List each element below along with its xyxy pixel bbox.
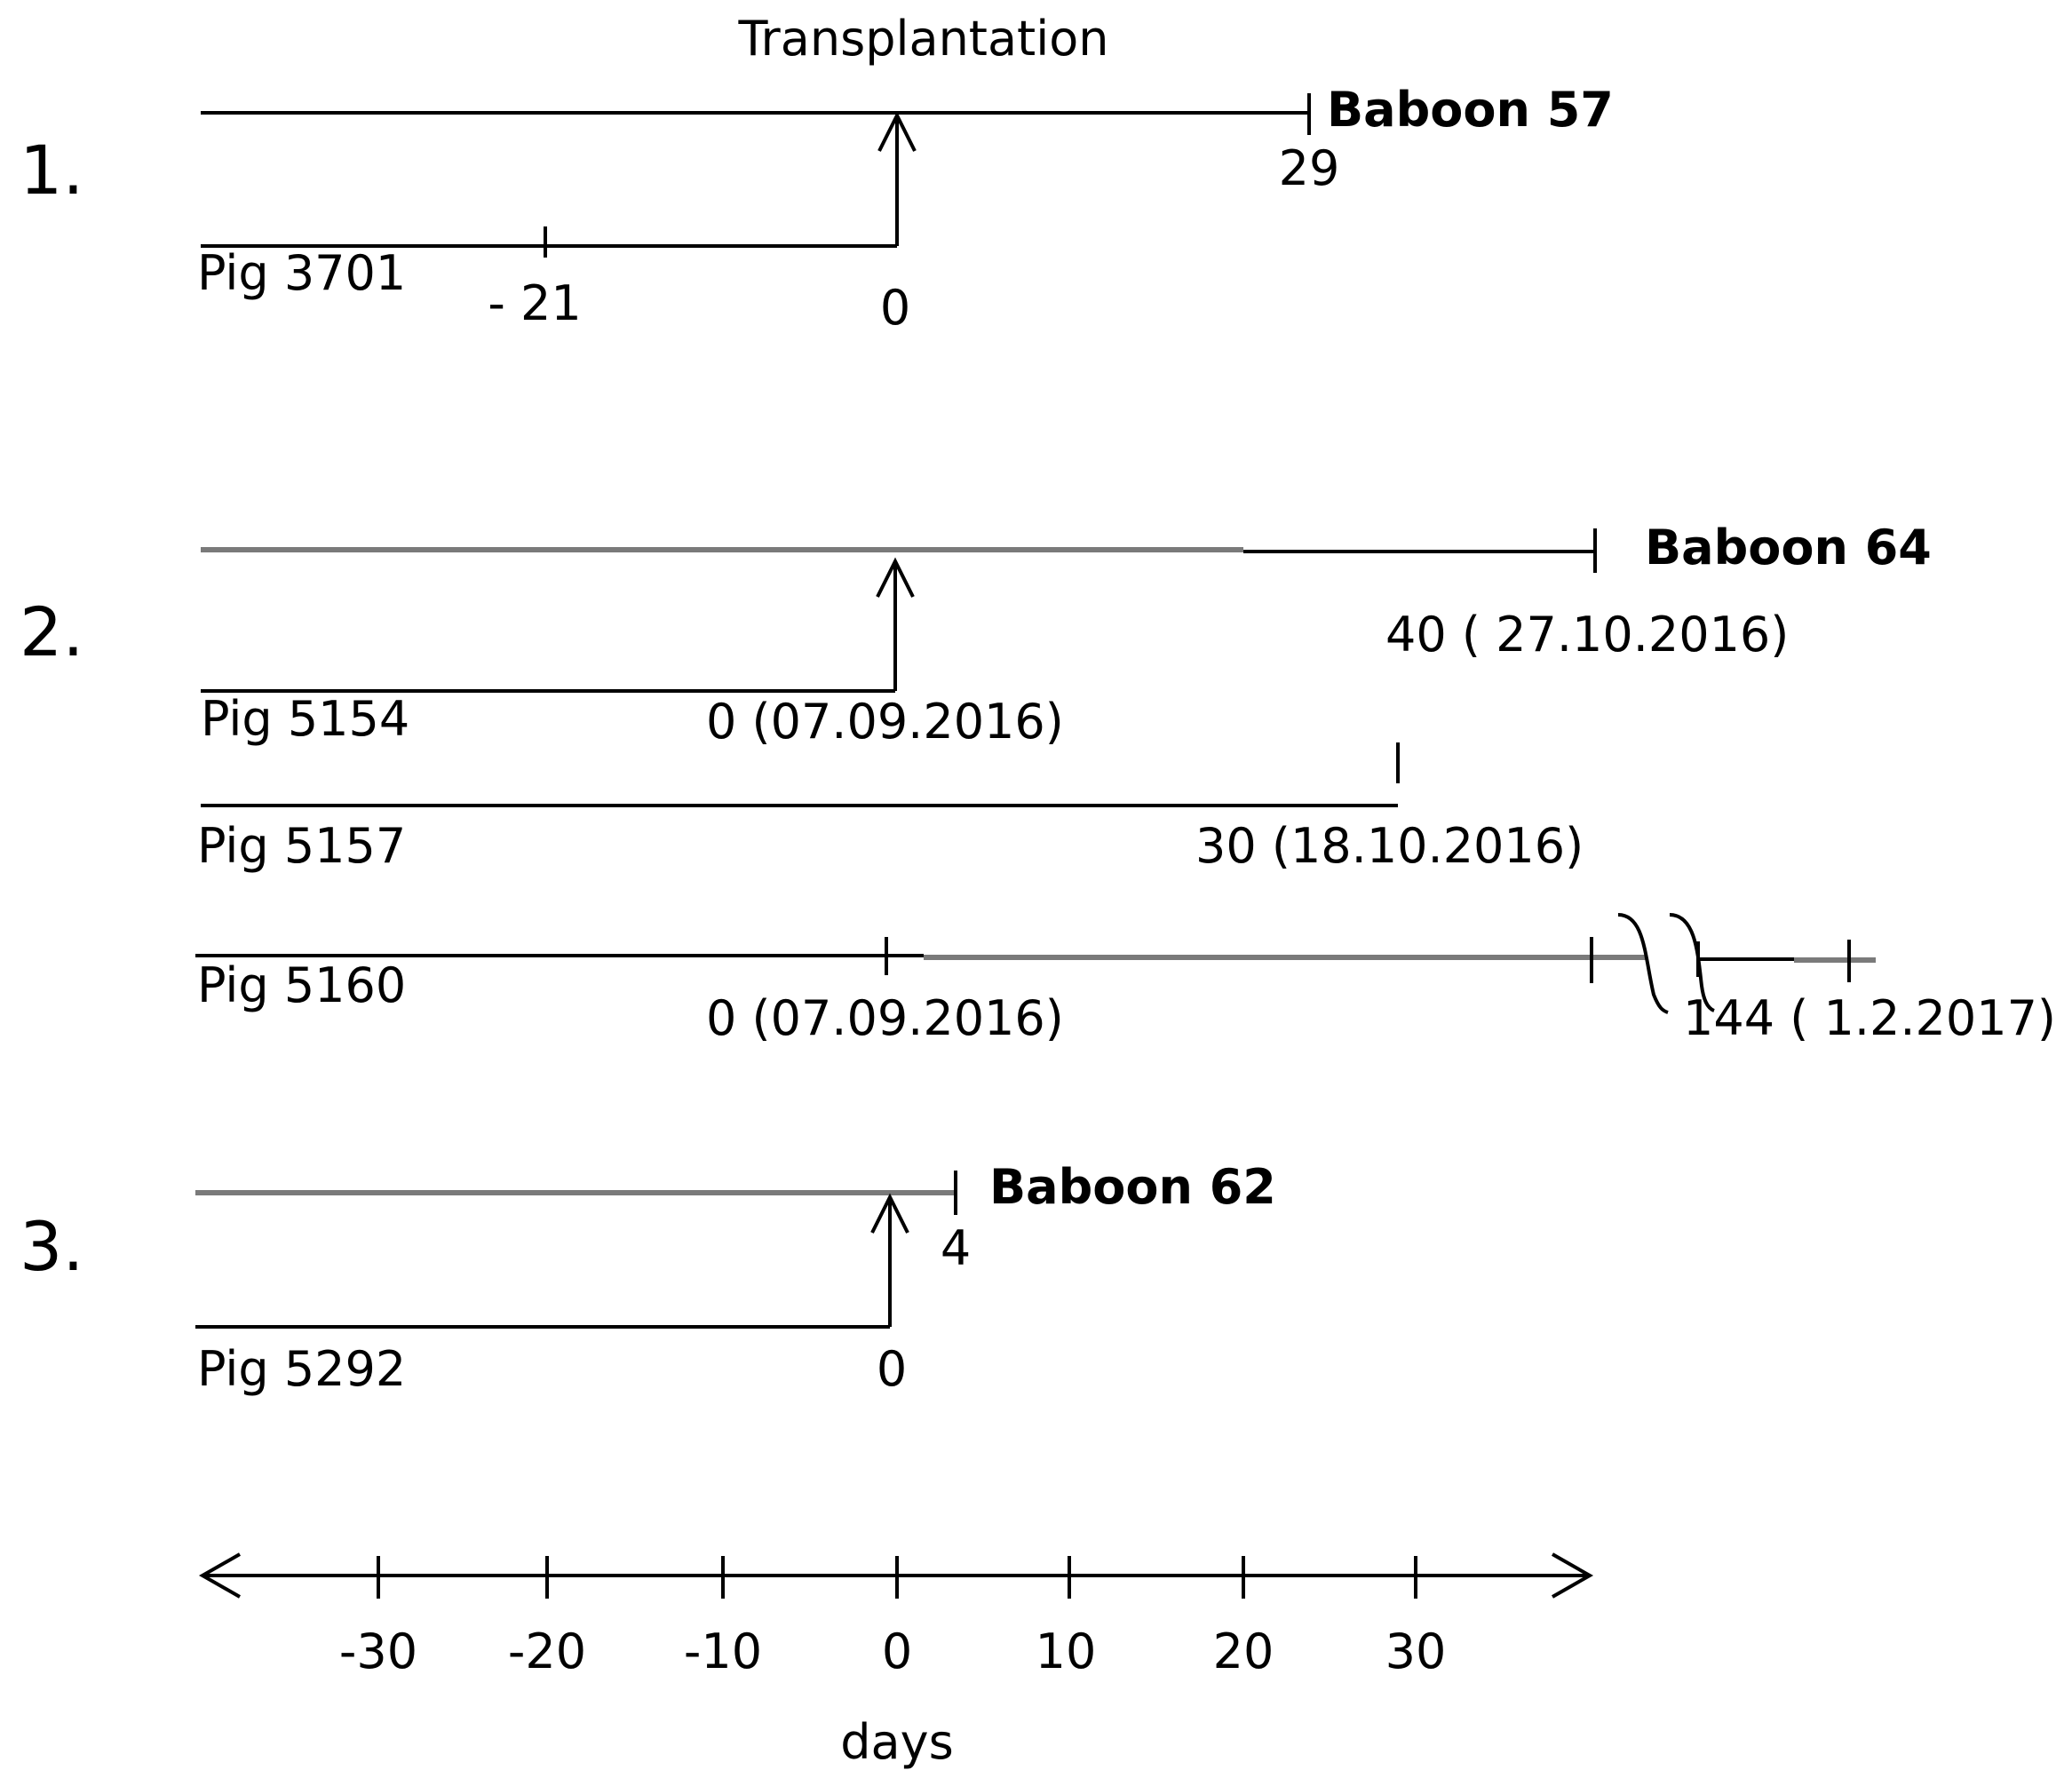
axis-label-days: days xyxy=(840,1714,953,1770)
panel-2-number: 2. xyxy=(20,592,84,671)
axis-tick-label-0: 0 xyxy=(882,1623,912,1679)
axis-tick-label-20: 20 xyxy=(1213,1623,1274,1679)
days-axis-right-arrow xyxy=(1552,1552,1594,1599)
pig-5154-label: Pig 5154 xyxy=(201,691,409,747)
transplant-arrow-3-head xyxy=(870,1193,909,1234)
pig-5160-mark-0: 0 (07.09.2016) xyxy=(706,990,1064,1046)
axis-tick-label-minus30: -30 xyxy=(339,1623,417,1679)
baboon-57-end-label: 29 xyxy=(1279,140,1340,196)
baboon-57-label: Baboon 57 xyxy=(1327,82,1614,138)
pig-5292-label: Pig 5292 xyxy=(197,1341,406,1397)
pig-5292-mark-0: 0 xyxy=(877,1341,907,1397)
pig-3701-mark-minus21: - 21 xyxy=(488,275,581,331)
pig-3701-label: Pig 3701 xyxy=(197,245,406,301)
axis-tick-label-minus10: -10 xyxy=(684,1623,762,1679)
baboon-64-end-label: 40 ( 27.10.2016) xyxy=(1385,607,1789,663)
baboon-62-label: Baboon 62 xyxy=(989,1159,1276,1215)
pig-5157-label: Pig 5157 xyxy=(197,818,406,874)
axis-break-symbol-2 xyxy=(1669,913,1715,1012)
axis-tick-label-10: 10 xyxy=(1036,1623,1097,1679)
days-axis-left-arrow xyxy=(198,1552,241,1599)
baboon-64-label: Baboon 64 xyxy=(1645,520,1932,575)
pig-3701-mark-0: 0 xyxy=(880,280,910,336)
baboon-62-end-label: 4 xyxy=(941,1220,971,1276)
axis-tick-label-minus20: -20 xyxy=(508,1623,586,1679)
transplant-arrow-2-head xyxy=(876,557,915,598)
axis-break-symbol xyxy=(1617,913,1669,1014)
pig-5160-label: Pig 5160 xyxy=(197,957,406,1013)
panel-3-number: 3. xyxy=(20,1207,84,1286)
transplant-arrow-1-head xyxy=(877,111,917,152)
pig-5157-mark: 30 (18.10.2016) xyxy=(1195,818,1584,874)
pig-5160-mark-144: 144 ( 1.2.2017) xyxy=(1683,990,2056,1046)
axis-tick-label-30: 30 xyxy=(1385,1623,1447,1679)
panel-1-number: 1. xyxy=(20,131,84,210)
pig-5154-mark: 0 (07.09.2016) xyxy=(706,694,1064,750)
transplantation-title: Transplantation xyxy=(738,11,1109,67)
